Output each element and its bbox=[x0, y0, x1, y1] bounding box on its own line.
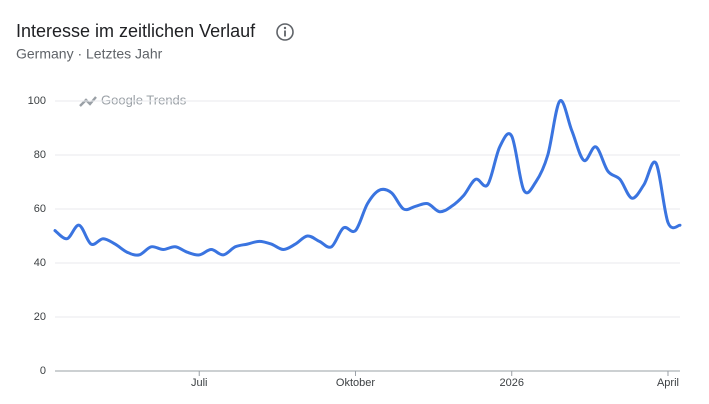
line-series bbox=[53, 99, 682, 257]
chart-title: Interesse im zeitlichen Verlauf bbox=[16, 21, 256, 41]
y-tick-label: 20 bbox=[34, 311, 46, 323]
y-tick-label: 40 bbox=[34, 257, 46, 269]
y-tick-label: 60 bbox=[34, 203, 46, 215]
chart-subtitle: Germany · Letztes Jahr bbox=[16, 46, 163, 62]
y-tick-label: 100 bbox=[28, 95, 46, 107]
watermark: Google Trends bbox=[101, 92, 187, 107]
x-tick-label: April bbox=[657, 377, 679, 389]
x-tick-label: Oktober bbox=[336, 377, 375, 389]
x-tick-label: 2026 bbox=[499, 377, 523, 389]
info-icon[interactable] bbox=[276, 23, 294, 41]
y-tick-label: 0 bbox=[40, 365, 46, 377]
x-tick-label: Juli bbox=[191, 377, 208, 389]
y-tick-label: 80 bbox=[34, 149, 46, 161]
